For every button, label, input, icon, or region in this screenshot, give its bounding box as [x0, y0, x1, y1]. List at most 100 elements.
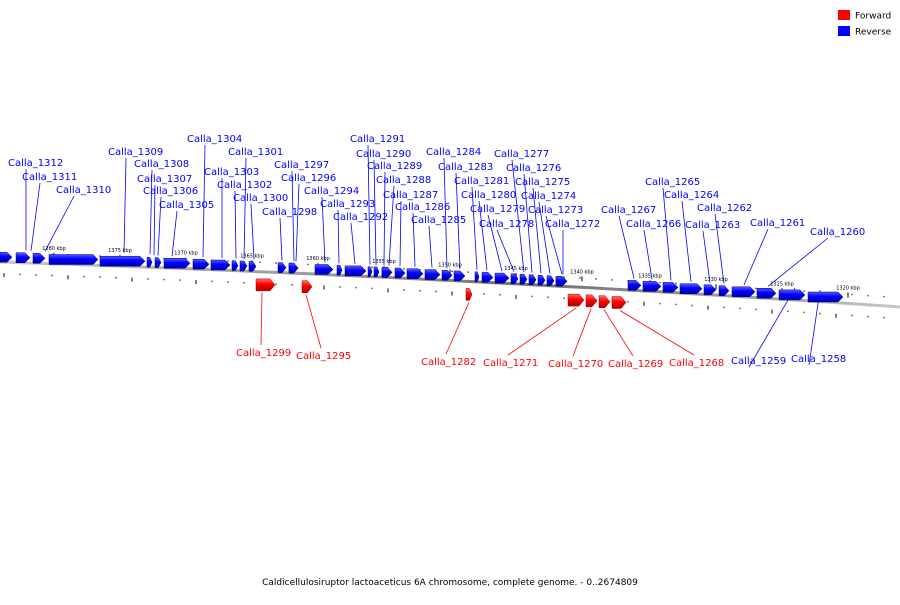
gene-calla-1262[interactable] [718, 285, 730, 296]
gene-label-calla-1282[interactable]: Calla_1282 [421, 357, 476, 368]
gene-calla-1304[interactable] [192, 258, 210, 270]
gene-calla-1276[interactable] [528, 274, 537, 285]
gene-label-calla-1293[interactable]: Calla_1293 [320, 199, 375, 210]
gene-calla-1269[interactable] [598, 295, 611, 308]
gene-label-calla-1277[interactable]: Calla_1277 [494, 149, 549, 160]
gene-label-calla-1284[interactable]: Calla_1284 [426, 147, 481, 158]
gene-label-calla-1290[interactable]: Calla_1290 [356, 149, 411, 160]
gene-calla-1282[interactable] [465, 288, 473, 301]
gene-label-calla-1275[interactable]: Calla_1275 [515, 177, 570, 188]
gene-calla-1287[interactable] [394, 267, 406, 279]
gene-label-calla-1264[interactable]: Calla_1264 [664, 190, 719, 201]
gene-calla-1298[interactable] [277, 262, 287, 273]
gene-label-calla-1312[interactable]: Calla_1312 [8, 158, 63, 169]
gene-label-calla-1281[interactable]: Calla_1281 [454, 176, 509, 187]
gene-label-calla-1260[interactable]: Calla_1260 [810, 227, 865, 238]
gene-calla-1268[interactable] [611, 296, 627, 309]
gene-label-calla-1263[interactable]: Calla_1263 [685, 220, 740, 231]
gene-label-calla-1294[interactable]: Calla_1294 [304, 186, 359, 197]
gene-label-calla-1266[interactable]: Calla_1266 [626, 219, 681, 230]
gene-label-calla-1272[interactable]: Calla_1272 [545, 219, 600, 230]
gene-calla-1280[interactable] [481, 272, 494, 283]
gene-label-calla-1299[interactable]: Calla_1299 [236, 348, 291, 359]
gene-calla-1258[interactable] [807, 291, 844, 303]
gene-calla-1291[interactable] [367, 266, 373, 277]
gene-label-calla-1297[interactable]: Calla_1297 [274, 160, 329, 171]
gene-label-calla-1301[interactable]: Calla_1301 [228, 147, 283, 158]
gene-label-calla-1259[interactable]: Calla_1259 [731, 356, 786, 367]
gene-calla-1278[interactable] [510, 273, 519, 285]
gene-label-calla-1295[interactable]: Calla_1295 [296, 351, 351, 362]
gene-calla-1260[interactable] [756, 288, 777, 299]
gene-calla-1312[interactable] [0, 251, 13, 263]
gene-label-calla-1292[interactable]: Calla_1292 [333, 212, 388, 223]
gene-calla-1279[interactable] [494, 272, 510, 284]
gene-calla-1281[interactable] [474, 271, 480, 283]
gene-label-calla-1268[interactable]: Calla_1268 [669, 358, 724, 369]
gene-calla-1263[interactable] [703, 284, 717, 296]
gene-label-calla-1307[interactable]: Calla_1307 [137, 174, 192, 185]
gene-calla-1303[interactable] [210, 259, 231, 271]
gene-calla-1293[interactable] [336, 264, 343, 276]
gene-label-calla-1261[interactable]: Calla_1261 [750, 218, 805, 229]
gene-label-calla-1274[interactable]: Calla_1274 [521, 191, 576, 202]
gene-calla-1272[interactable] [555, 276, 568, 287]
gene-calla-1301[interactable] [239, 260, 248, 272]
gene-label-calla-1303[interactable]: Calla_1303 [204, 167, 259, 178]
gene-label-calla-1267[interactable]: Calla_1267 [601, 205, 656, 216]
gene-calla-1300[interactable] [248, 261, 257, 272]
gene-calla-1261[interactable] [731, 286, 756, 298]
gene-label-calla-1286[interactable]: Calla_1286 [395, 202, 450, 213]
gene-calla-1299[interactable] [255, 278, 276, 292]
gene-label-calla-1280[interactable]: Calla_1280 [461, 190, 516, 201]
gene-calla-1286[interactable] [406, 268, 424, 279]
gene-label-calla-1262[interactable]: Calla_1262 [697, 203, 752, 214]
gene-label-calla-1271[interactable]: Calla_1271 [483, 358, 538, 369]
gene-label-calla-1270[interactable]: Calla_1270 [548, 359, 603, 370]
gene-calla-1302[interactable] [231, 260, 239, 271]
gene-calla-1284[interactable] [441, 270, 453, 281]
gene-calla-1270[interactable] [585, 294, 598, 308]
gene-calla-1292[interactable] [344, 265, 367, 277]
gene-label-calla-1302[interactable]: Calla_1302 [217, 180, 272, 191]
gene-calla-1266[interactable] [642, 281, 662, 292]
gene-label-calla-1278[interactable]: Calla_1278 [479, 219, 534, 230]
gene-label-calla-1306[interactable]: Calla_1306 [143, 186, 198, 197]
gene-calla-1308[interactable] [99, 255, 146, 267]
gene-calla-1275[interactable] [537, 274, 546, 286]
gene-label-calla-1258[interactable]: Calla_1258 [791, 354, 846, 365]
gene-calla-1306[interactable] [154, 257, 162, 268]
gene-calla-1271[interactable] [567, 293, 585, 307]
gene-label-calla-1300[interactable]: Calla_1300 [233, 193, 288, 204]
gene-calla-1305[interactable] [163, 258, 191, 269]
gene-label-calla-1265[interactable]: Calla_1265 [645, 177, 700, 188]
gene-calla-1296[interactable] [288, 262, 299, 274]
gene-label-calla-1285[interactable]: Calla_1285 [411, 215, 466, 226]
gene-calla-1310[interactable] [32, 253, 46, 264]
gene-calla-1259[interactable] [778, 289, 806, 301]
gene-label-calla-1298[interactable]: Calla_1298 [262, 207, 317, 218]
gene-calla-1311[interactable] [15, 252, 31, 263]
gene-calla-1295[interactable] [301, 280, 313, 293]
gene-label-calla-1308[interactable]: Calla_1308 [134, 159, 189, 170]
gene-label-calla-1273[interactable]: Calla_1273 [528, 205, 583, 216]
gene-calla-1285[interactable] [424, 269, 441, 280]
gene-label-calla-1311[interactable]: Calla_1311 [22, 172, 77, 183]
gene-label-calla-1304[interactable]: Calla_1304 [187, 134, 242, 145]
gene-label-calla-1283[interactable]: Calla_1283 [438, 162, 493, 173]
gene-calla-1267[interactable] [627, 280, 642, 291]
gene-label-calla-1309[interactable]: Calla_1309 [108, 147, 163, 158]
gene-label-calla-1310[interactable]: Calla_1310 [56, 185, 111, 196]
gene-calla-1265[interactable] [662, 282, 679, 293]
gene-label-calla-1269[interactable]: Calla_1269 [608, 359, 663, 370]
gene-label-calla-1296[interactable]: Calla_1296 [281, 173, 336, 184]
gene-label-calla-1279[interactable]: Calla_1279 [470, 204, 525, 215]
gene-calla-1288[interactable] [381, 267, 393, 278]
gene-calla-1294[interactable] [314, 264, 334, 275]
gene-label-calla-1287[interactable]: Calla_1287 [383, 190, 438, 201]
gene-label-calla-1276[interactable]: Calla_1276 [506, 163, 561, 174]
gene-calla-1277[interactable] [519, 273, 528, 285]
gene-calla-1264[interactable] [679, 283, 703, 294]
gene-calla-1290[interactable] [373, 266, 380, 278]
gene-label-calla-1305[interactable]: Calla_1305 [159, 200, 214, 211]
